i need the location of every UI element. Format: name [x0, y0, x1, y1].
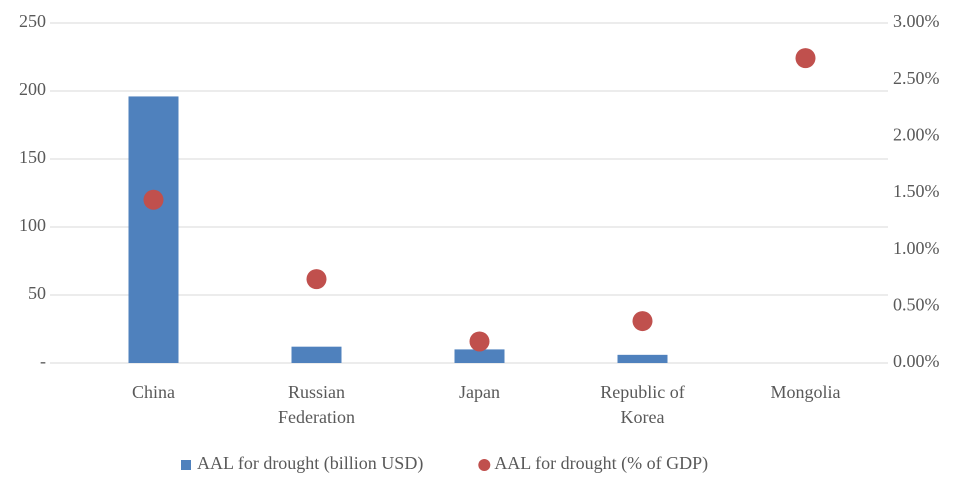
dot [306, 269, 327, 290]
legend-label: AAL for drought (% of GDP) [494, 453, 708, 474]
dot [632, 311, 653, 332]
y2-tick-label: 0.50% [893, 294, 940, 314]
y-tick-label: 250 [19, 11, 46, 31]
y-tick-label: - [40, 351, 46, 371]
x-tick-label: Republic of Korea [600, 382, 685, 427]
y2-tick-label: 3.00% [893, 11, 940, 31]
y-tick-label: 200 [19, 79, 46, 99]
dot [469, 331, 490, 352]
y2-tick-label: 2.50% [893, 68, 940, 88]
y-tick-label: 50 [28, 283, 46, 303]
x-tick-label: China [132, 382, 175, 402]
x-tick-label: Japan [459, 382, 500, 402]
y-tick-label: 100 [19, 215, 46, 235]
y-tick-label: 150 [19, 147, 46, 167]
dot [795, 48, 816, 69]
y2-tick-label: 1.50% [893, 181, 940, 201]
legend-swatch [478, 459, 491, 471]
legend-swatch [181, 460, 191, 470]
y2-tick-label: 2.00% [893, 124, 940, 144]
x-tick-label: Mongolia [770, 382, 841, 402]
legend-label: AAL for drought (billion USD) [197, 453, 423, 474]
y2-tick-label: 0.00% [893, 351, 940, 371]
bar [454, 349, 505, 363]
y2-tick-label: 1.00% [893, 238, 940, 258]
bar [291, 346, 342, 363]
dot [143, 189, 164, 210]
x-tick-label: Russian Federation [278, 382, 355, 427]
bar [128, 96, 179, 363]
bar [617, 354, 668, 363]
